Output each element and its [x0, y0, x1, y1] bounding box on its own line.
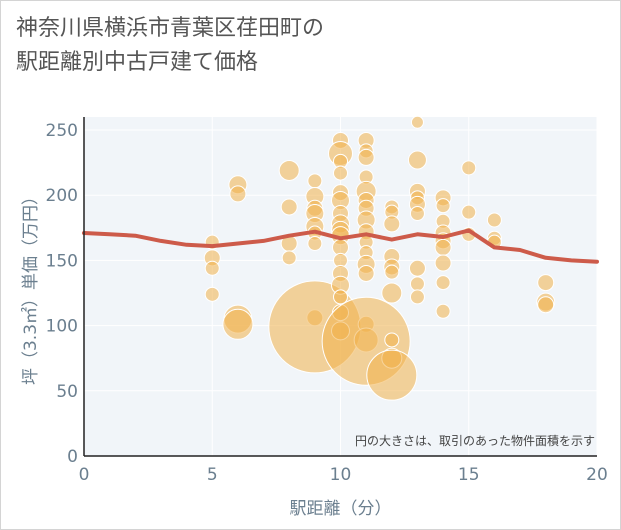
data-bubble	[366, 349, 418, 401]
data-bubble	[333, 289, 348, 305]
size-note: 円の大きさは、取引のあった物件面積を示す	[355, 433, 595, 448]
data-bubble	[435, 275, 451, 291]
data-bubble	[435, 198, 451, 214]
data-bubble	[281, 250, 297, 266]
y-tick-label: 200	[46, 186, 78, 206]
data-bubble	[410, 115, 424, 129]
y-tick-label: 250	[46, 121, 78, 141]
data-bubble	[229, 185, 247, 203]
data-bubble	[204, 286, 220, 302]
y-axis-label: 坪（3.3㎡）単価（万円）	[21, 188, 41, 385]
data-bubble	[333, 165, 348, 181]
data-bubble	[408, 259, 426, 277]
x-axis-label: 駅距離（分）	[290, 499, 392, 519]
data-bubble	[409, 205, 425, 221]
data-bubble	[435, 303, 451, 319]
data-bubble	[461, 204, 477, 220]
chart-title: 神奈川県横浜市青葉区荏田町の 駅距離別中古戸建て価格	[16, 16, 325, 75]
data-bubble	[222, 308, 254, 340]
y-tick-label: 0	[67, 447, 78, 467]
average-price-line	[82, 228, 599, 264]
x-tick-label: 15	[458, 465, 480, 485]
data-bubble	[381, 282, 403, 304]
data-bubble	[357, 264, 375, 282]
data-bubble	[307, 173, 323, 189]
data-bubble	[357, 148, 375, 166]
data-bubble	[383, 215, 401, 233]
data-bubble	[434, 238, 452, 256]
y-tick-label: 100	[46, 317, 78, 337]
data-bubble	[278, 159, 300, 181]
y-tick-label: 50	[56, 382, 78, 402]
data-bubble	[537, 296, 555, 314]
y-tick-label: 150	[46, 251, 78, 271]
data-bubble	[461, 160, 477, 176]
data-bubble	[280, 198, 298, 216]
x-tick-label: 5	[207, 465, 218, 485]
data-bubble	[204, 260, 220, 276]
data-bubble	[409, 276, 425, 292]
data-bubble	[434, 254, 452, 272]
data-bubble	[407, 150, 427, 170]
x-tick-label: 10	[330, 465, 352, 485]
data-bubble	[384, 332, 400, 348]
x-tick-label: 20	[586, 465, 608, 485]
data-bubble	[486, 212, 502, 228]
data-bubble	[384, 264, 400, 280]
data-bubble	[409, 289, 425, 305]
x-tick-label: 0	[79, 465, 90, 485]
data-bubble	[537, 274, 555, 292]
data-bubble	[307, 235, 323, 251]
